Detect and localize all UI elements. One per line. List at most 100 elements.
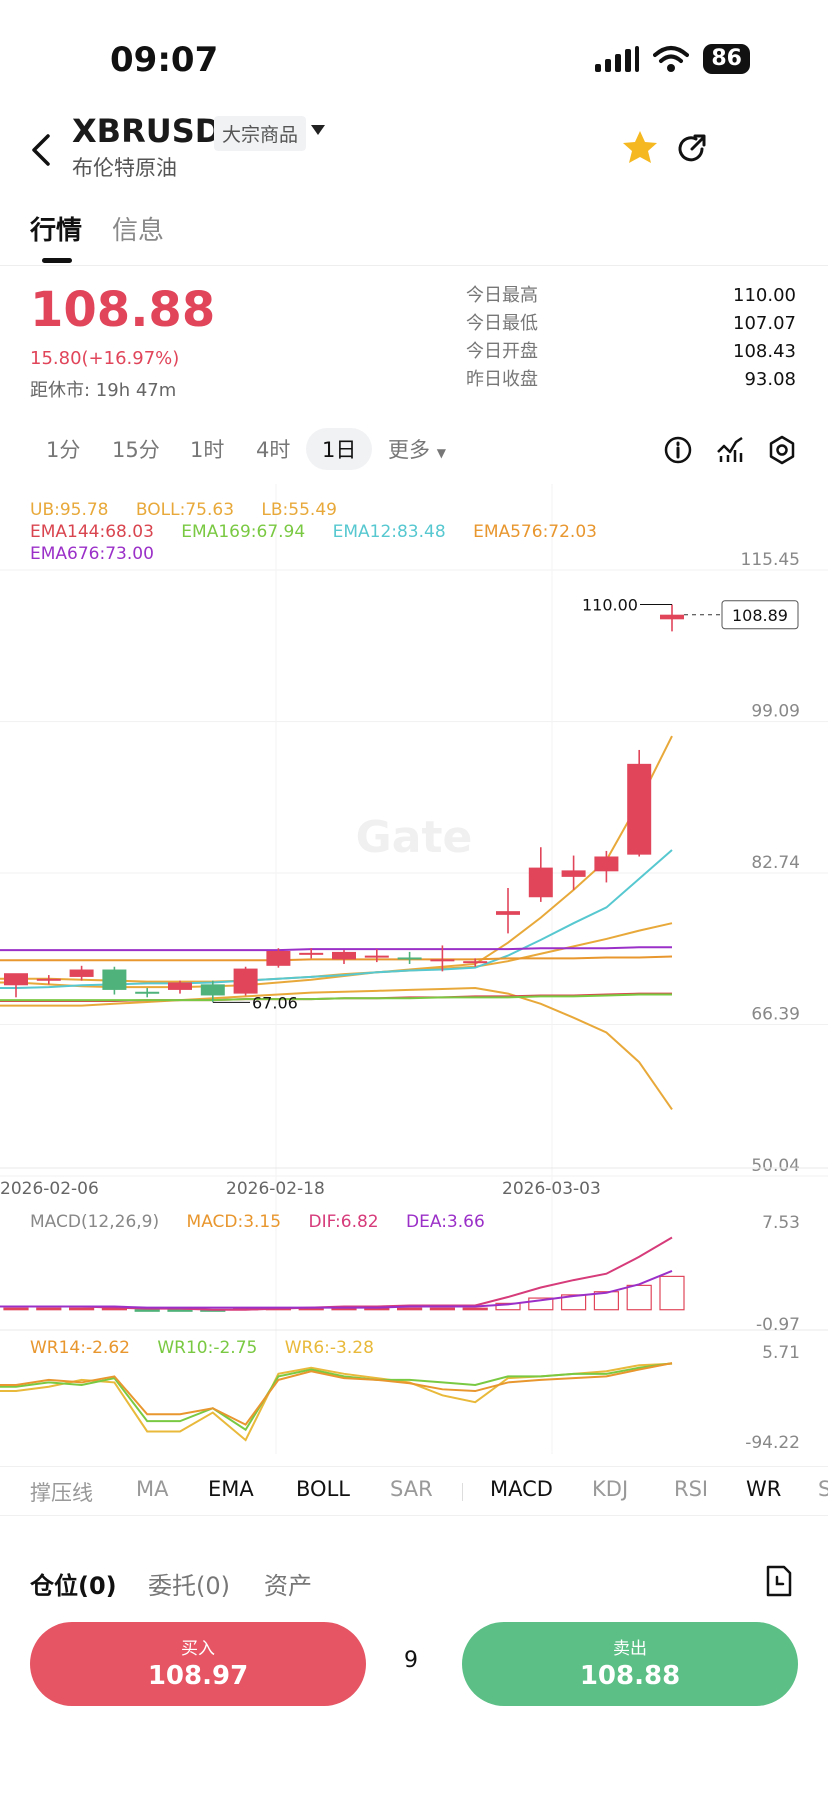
macd-label: MACD(12,26,9)	[30, 1212, 160, 1232]
y-axis-tick: 66.39	[751, 1005, 800, 1025]
tab-assets[interactable]: 资产	[264, 1572, 312, 1600]
wifi-icon	[653, 46, 690, 72]
macd-legend: MACD(12,26,9) MACD:3.15 DIF:6.82 DEA:3.6…	[30, 1212, 507, 1232]
tab-positions[interactable]: 仓位(0)	[30, 1572, 117, 1600]
macd-histogram-bar	[560, 1294, 587, 1311]
instrument-symbol[interactable]: XBRUSD	[72, 112, 222, 150]
legend-lb: LB:55.49	[261, 500, 337, 520]
tab-orders[interactable]: 委托(0)	[148, 1572, 230, 1600]
last-price: 108.88	[30, 282, 216, 338]
y-axis-tick: 99.09	[751, 702, 800, 722]
wr-axis-tick: -94.22	[745, 1433, 800, 1453]
indicator-line-ema576	[0, 955, 673, 962]
macd-histogram-bar	[528, 1297, 554, 1311]
trade-actions: 买入 108.97 9 卖出 108.88	[0, 1622, 828, 1708]
buy-price: 108.97	[147, 1661, 249, 1691]
wr-line-wr14	[0, 1362, 673, 1426]
legend-ema144: EMA144:68.03	[30, 522, 154, 542]
stat-label: 今日最低	[466, 313, 538, 334]
macd-line-dea	[0, 1270, 673, 1309]
candle-body	[561, 870, 586, 877]
buy-button[interactable]: 买入 108.97	[30, 1622, 366, 1706]
legend-wr6: WR6:-3.28	[284, 1338, 374, 1358]
candle-body	[69, 969, 94, 977]
ind-tab-macd[interactable]: MACD	[490, 1477, 553, 1501]
favorite-star-icon[interactable]	[620, 128, 660, 168]
gate-watermark: Gate	[356, 812, 473, 863]
y-axis-tick: 82.74	[751, 853, 800, 873]
ind-tab-more[interactable]: S	[818, 1477, 828, 1501]
ema-legend-row2: EMA676:73.00	[30, 544, 176, 564]
stat-row-open: 今日开盘 108.43	[466, 338, 796, 366]
legend-ema169: EMA169:67.94	[181, 522, 306, 542]
interval-15m[interactable]: 15分	[112, 438, 160, 462]
legend-ema676: EMA676:73.00	[30, 544, 154, 564]
back-icon[interactable]	[26, 130, 56, 170]
sell-button[interactable]: 卖出 108.88	[462, 1622, 798, 1706]
legend-ema576: EMA576:72.03	[473, 522, 597, 542]
macd-histogram-bar	[495, 1302, 521, 1311]
status-time: 09:07	[110, 40, 219, 80]
ind-tab-wr[interactable]: WR	[746, 1477, 782, 1501]
interval-more[interactable]: 更多 ▼	[388, 434, 446, 464]
interval-more-label: 更多	[388, 438, 430, 462]
sell-price: 108.88	[579, 1661, 681, 1691]
candle-body	[496, 911, 520, 915]
macd-histogram-bar	[626, 1284, 652, 1311]
status-bar: 09:07 86	[0, 0, 828, 110]
interval-4h[interactable]: 4时	[256, 438, 291, 462]
ind-tab-boll[interactable]: BOLL	[296, 1477, 350, 1501]
indicator-chart-icon[interactable]	[714, 434, 746, 466]
interval-1h[interactable]: 1时	[190, 438, 225, 462]
dropdown-arrow-icon[interactable]	[310, 124, 326, 136]
status-icons: 86	[595, 44, 750, 74]
candle-body	[168, 982, 192, 990]
ind-tab-support[interactable]: 撑压线	[30, 1481, 93, 1505]
wr-legend: WR14:-2.62 WR10:-2.75 WR6:-3.28	[30, 1338, 396, 1358]
info-icon[interactable]	[662, 434, 694, 466]
settings-icon[interactable]	[766, 434, 798, 466]
ind-tab-sar[interactable]: SAR	[390, 1477, 433, 1501]
indicator-line-ema169	[0, 993, 672, 1002]
ind-tab-ma[interactable]: MA	[136, 1477, 169, 1501]
chart-area[interactable]: 115.45 99.09 82.74 66.39 50.04 2026-02-06 2026…	[0, 484, 828, 1474]
share-icon[interactable]	[674, 132, 708, 166]
battery-indicator: 86	[703, 44, 750, 74]
order-history-icon[interactable]	[764, 1564, 794, 1598]
candle-body	[364, 955, 389, 958]
stat-value: 93.08	[744, 369, 796, 390]
chevron-down-icon: ▼	[436, 446, 446, 460]
wr-line-wr10	[0, 1362, 673, 1432]
interval-1m[interactable]: 1分	[46, 438, 81, 462]
macd-axis-tick: 7.53	[762, 1213, 800, 1233]
interval-1d[interactable]: 1日	[306, 428, 373, 470]
stat-value: 110.00	[733, 285, 796, 306]
macd-histogram-bar	[659, 1275, 685, 1311]
ind-tab-kdj[interactable]: KDJ	[592, 1477, 629, 1501]
wr-axis-tick: 5.71	[762, 1343, 800, 1363]
candle-body	[233, 968, 258, 994]
stat-label: 今日开盘	[466, 341, 538, 362]
macd-histogram-bar	[429, 1307, 455, 1311]
y-axis-tick: 50.04	[751, 1156, 800, 1176]
ind-tab-ema[interactable]: EMA	[208, 1477, 254, 1501]
legend-ema12: EMA12:83.48	[332, 522, 446, 542]
indicator-line-ema676	[0, 946, 672, 952]
macd-histogram-bar	[167, 1309, 193, 1312]
stat-row-prev-close: 昨日收盘 93.08	[466, 366, 796, 394]
candle-body	[397, 957, 422, 960]
stat-label: 昨日收盘	[466, 369, 538, 390]
macd-axis-tick: -0.97	[756, 1315, 800, 1335]
macd-histogram-bar	[3, 1307, 29, 1311]
tab-market[interactable]: 行情	[30, 216, 83, 246]
interval-selector: 1分 15分 1时 4时 1日 更多 ▼	[0, 426, 828, 478]
tab-info[interactable]: 信息	[112, 216, 165, 246]
buy-label: 买入	[181, 1639, 215, 1659]
candle-body	[4, 973, 28, 986]
ind-tab-rsi[interactable]: RSI	[674, 1477, 709, 1501]
candle-body	[627, 763, 652, 855]
boll-legend: UB:95.78 BOLL:75.63 LB:55.49	[30, 500, 359, 520]
legend-dea: DEA:3.66	[406, 1212, 485, 1232]
price-chart[interactable]: 115.45 99.09 82.74 66.39 50.04 2026-02-06 2026…	[0, 484, 828, 1474]
stat-row-low: 今日最低 107.07	[466, 310, 796, 338]
